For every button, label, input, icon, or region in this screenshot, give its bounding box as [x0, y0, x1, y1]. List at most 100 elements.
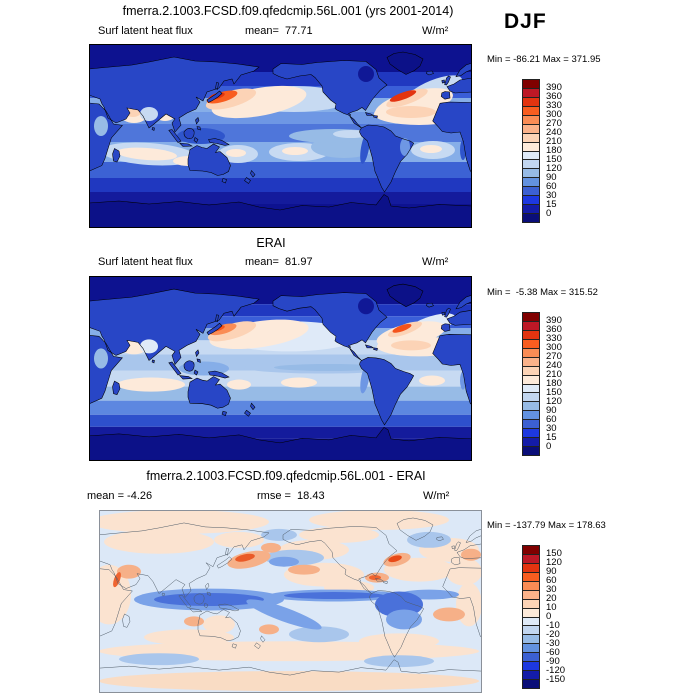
panel1-title: fmerra.2.1003.FCSD.f09.qfedcmip.56L.001 … — [122, 4, 454, 18]
colorbar-tick-label: 15 — [546, 199, 557, 210]
colorbar-tick-label: 390 — [546, 315, 562, 326]
colorbar-tick-label: 270 — [546, 118, 562, 129]
colorbar-tick-label: 360 — [546, 91, 562, 102]
colorbar-tick-label: 120 — [546, 163, 562, 174]
colorbar-cell — [523, 653, 539, 663]
colorbar-tick-label: 300 — [546, 342, 562, 353]
panel3-colorbar: 150 120 90 60 30 20 10 0 -10 -20 -30 -60 -90 -120 -150 — [522, 545, 565, 689]
colorbar-cell — [523, 429, 539, 439]
colorbar-cell — [523, 330, 539, 340]
colorbar-cell — [523, 384, 539, 394]
map-erai — [89, 276, 472, 461]
panel3-minmax: Min = -137.79 Max = 178.63 — [487, 520, 606, 531]
panel3-mean-label: mean = -4.26 — [87, 490, 153, 502]
panel2-colorbar-cells — [522, 312, 540, 456]
colorbar-cell — [523, 572, 539, 582]
colorbar-tick-label: 210 — [546, 369, 562, 380]
map-difference-svg — [99, 510, 482, 693]
colorbar-tick-label: 90 — [546, 405, 557, 416]
panel2-mean-label: mean= 81.97 — [245, 256, 313, 268]
colorbar-cell — [523, 411, 539, 421]
colorbar-tick-label: 60 — [546, 414, 557, 425]
colorbar-tick-label: 330 — [546, 100, 562, 111]
panel3-rmse-label: rmse = 18.43 — [257, 490, 325, 502]
colorbar-cell — [523, 563, 539, 573]
colorbar-cell — [523, 124, 539, 134]
colorbar-cell — [523, 97, 539, 107]
colorbar-tick-label: 15 — [546, 432, 557, 443]
panel2-units-label: W/m² — [422, 256, 449, 268]
colorbar-cell — [523, 115, 539, 125]
colorbar-tick-label: 300 — [546, 109, 562, 120]
colorbar-tick-label: 360 — [546, 324, 562, 335]
colorbar-cell — [523, 214, 539, 222]
map-difference — [99, 510, 482, 693]
colorbar-cell — [523, 142, 539, 152]
map-model-svg — [89, 44, 472, 228]
colorbar-cell — [523, 160, 539, 170]
colorbar-cell — [523, 635, 539, 645]
panel2-minmax: Min = -5.38 Max = 315.52 — [487, 287, 598, 298]
colorbar-tick-label: -60 — [546, 647, 560, 658]
colorbar-tick-label: 30 — [546, 423, 557, 434]
colorbar-tick-label: 150 — [546, 154, 562, 165]
colorbar-cell — [523, 590, 539, 600]
colorbar-tick-label: 0 — [546, 208, 552, 219]
colorbar-tick-label: 0 — [546, 441, 552, 452]
colorbar-cell — [523, 662, 539, 672]
colorbar-tick-label: 60 — [546, 575, 557, 586]
colorbar-cell — [523, 581, 539, 591]
panel3-colorbar-ticks: 150 120 90 60 30 20 10 0 -10 -20 -30 -60 -90 -120 -150 — [546, 545, 586, 689]
panel2-variable-label: Surf latent heat flux — [98, 256, 193, 268]
colorbar-cell — [523, 88, 539, 98]
colorbar-cell — [523, 321, 539, 331]
panel1-mean-label: mean= 77.71 — [245, 25, 313, 37]
map-erai-svg — [89, 276, 472, 461]
panel3-colorbar-cells — [522, 545, 540, 689]
colorbar-cell — [523, 402, 539, 412]
colorbar-cell — [523, 599, 539, 609]
colorbar-tick-label: 210 — [546, 136, 562, 147]
colorbar-cell — [523, 438, 539, 448]
colorbar-cell — [523, 313, 539, 322]
panel2-colorbar-ticks: 390 360 330 300 270 240 210 180 150 120 90 60 30 15 0 — [546, 312, 586, 456]
colorbar-cell — [523, 133, 539, 143]
colorbar-tick-label: 20 — [546, 593, 557, 604]
colorbar-tick-label: -120 — [546, 665, 566, 676]
season-label: DJF — [504, 10, 547, 33]
colorbar-cell — [523, 420, 539, 430]
colorbar-cell — [523, 348, 539, 358]
colorbar-cell — [523, 151, 539, 161]
colorbar-cell — [523, 680, 539, 688]
colorbar-tick-label: 390 — [546, 82, 562, 93]
colorbar-tick-label: 120 — [546, 557, 562, 568]
colorbar-cell — [523, 187, 539, 197]
colorbar-cell — [523, 169, 539, 179]
panel1-colorbar: 390 360 330 300 270 240 210 180 150 120 90 60 30 15 0 — [522, 79, 562, 223]
colorbar-tick-label: 0 — [546, 611, 552, 622]
colorbar-cell — [523, 339, 539, 349]
colorbar-cell — [523, 106, 539, 116]
colorbar-cell — [523, 617, 539, 627]
colorbar-tick-label: -90 — [546, 656, 560, 667]
map-model — [89, 44, 472, 228]
colorbar-tick-label: 330 — [546, 333, 562, 344]
colorbar-tick-label: 240 — [546, 127, 562, 138]
panel1-colorbar-ticks: 390 360 330 300 270 240 210 180 150 120 90 60 30 15 0 — [546, 79, 586, 223]
colorbar-tick-label: -10 — [546, 620, 560, 631]
colorbar-tick-label: 90 — [546, 172, 557, 183]
panel3-title: fmerra.2.1003.FCSD.f09.qfedcmip.56L.001 … — [146, 469, 426, 483]
colorbar-cell — [523, 80, 539, 89]
panel1-minmax: Min = -86.21 Max = 371.95 — [487, 54, 601, 65]
colorbar-tick-label: -30 — [546, 638, 560, 649]
colorbar-tick-label: -150 — [546, 674, 566, 685]
colorbar-cell — [523, 644, 539, 654]
panel1-variable-label: Surf latent heat flux — [98, 25, 193, 37]
colorbar-cell — [523, 196, 539, 206]
panel1-colorbar-cells — [522, 79, 540, 223]
colorbar-cell — [523, 608, 539, 618]
colorbar-tick-label: -20 — [546, 629, 560, 640]
colorbar-tick-label: 120 — [546, 396, 562, 407]
panel2-colorbar: 390 360 330 300 270 240 210 180 150 120 90 60 30 15 0 — [522, 312, 562, 456]
